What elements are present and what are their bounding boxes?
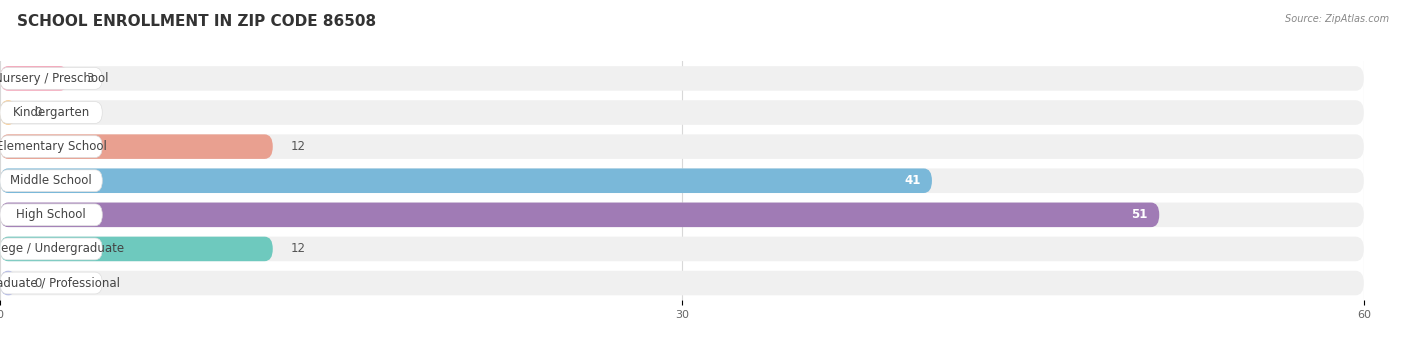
Text: Nursery / Preschool: Nursery / Preschool	[0, 72, 108, 85]
FancyBboxPatch shape	[0, 238, 103, 260]
FancyBboxPatch shape	[0, 136, 103, 158]
FancyBboxPatch shape	[0, 66, 67, 91]
Text: Middle School: Middle School	[10, 174, 91, 187]
Text: Graduate / Professional: Graduate / Professional	[0, 277, 120, 290]
Text: 12: 12	[291, 140, 307, 153]
FancyBboxPatch shape	[0, 100, 17, 125]
Text: Elementary School: Elementary School	[0, 140, 107, 153]
FancyBboxPatch shape	[0, 203, 1364, 227]
FancyBboxPatch shape	[0, 272, 103, 294]
Text: Kindergarten: Kindergarten	[13, 106, 90, 119]
Text: 51: 51	[1132, 208, 1147, 221]
Text: High School: High School	[17, 208, 86, 221]
FancyBboxPatch shape	[0, 134, 273, 159]
FancyBboxPatch shape	[0, 271, 1364, 295]
FancyBboxPatch shape	[0, 100, 1364, 125]
FancyBboxPatch shape	[0, 66, 1364, 91]
FancyBboxPatch shape	[0, 271, 17, 295]
FancyBboxPatch shape	[0, 170, 103, 192]
Text: 0: 0	[35, 277, 42, 290]
FancyBboxPatch shape	[0, 203, 1159, 227]
Text: 0: 0	[35, 106, 42, 119]
Text: College / Undergraduate: College / Undergraduate	[0, 242, 124, 255]
FancyBboxPatch shape	[0, 102, 103, 123]
Text: 41: 41	[904, 174, 921, 187]
FancyBboxPatch shape	[0, 237, 273, 261]
Text: 12: 12	[291, 242, 307, 255]
Text: 3: 3	[86, 72, 94, 85]
FancyBboxPatch shape	[0, 237, 1364, 261]
FancyBboxPatch shape	[0, 68, 103, 89]
FancyBboxPatch shape	[0, 134, 1364, 159]
FancyBboxPatch shape	[0, 168, 1364, 193]
FancyBboxPatch shape	[0, 204, 103, 226]
Text: SCHOOL ENROLLMENT IN ZIP CODE 86508: SCHOOL ENROLLMENT IN ZIP CODE 86508	[17, 14, 375, 29]
FancyBboxPatch shape	[0, 168, 932, 193]
Text: Source: ZipAtlas.com: Source: ZipAtlas.com	[1285, 14, 1389, 24]
